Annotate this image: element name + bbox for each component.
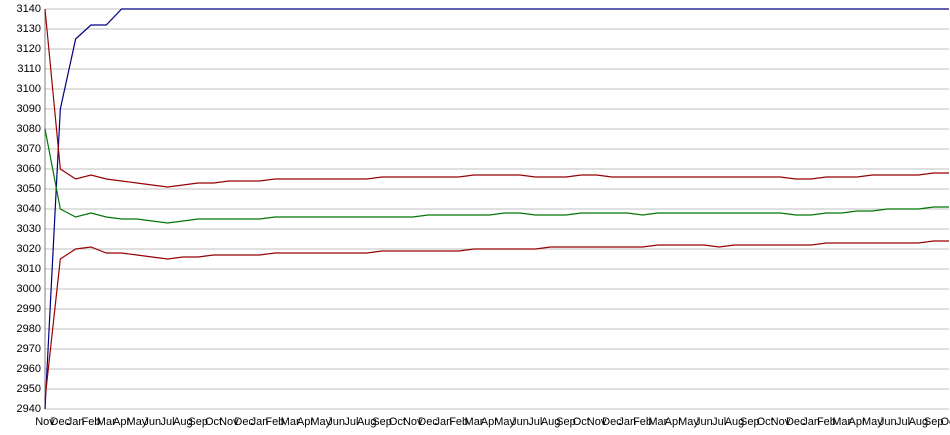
y-tick-label: 3060: [17, 163, 41, 175]
x-tick-label: Jul: [161, 416, 175, 428]
series-line: [44, 8, 949, 188]
x-tick-label: Jan: [67, 416, 85, 428]
x-tick-label: Jan: [434, 416, 452, 428]
x-tick-label: Jul: [712, 416, 726, 428]
x-tick-label: Feb: [81, 416, 100, 428]
series-line: [44, 128, 949, 224]
x-tick-label: May: [862, 416, 883, 428]
x-tick-label: Jul: [528, 416, 542, 428]
x-tick-label: Apr: [113, 416, 130, 428]
x-tick-label: Dec: [234, 416, 254, 428]
y-tick-label: 3120: [17, 43, 41, 55]
x-tick-label: Oct: [573, 416, 590, 428]
x-tick-label: Oct: [205, 416, 222, 428]
x-tick-label: Jun: [695, 416, 713, 428]
x-tick-label: Nov: [403, 416, 423, 428]
x-tick-label: Jan: [251, 416, 269, 428]
x-tick-label: Jul: [344, 416, 358, 428]
x-tick-label: Nov: [587, 416, 607, 428]
x-tick-label: Aug: [357, 416, 377, 428]
y-tick-label: 2960: [17, 363, 41, 375]
x-tick-label: Sep: [556, 416, 576, 428]
y-tick-label: 3090: [17, 103, 41, 115]
x-tick-label: Nov: [771, 416, 791, 428]
y-tick-label: 3110: [17, 63, 41, 75]
x-tick-label: Feb: [817, 416, 836, 428]
series-line: [44, 8, 949, 410]
y-tick-label: 2970: [17, 343, 41, 355]
x-tick-label: Mar: [281, 416, 300, 428]
y-tick-label: 3070: [17, 143, 41, 155]
x-tick-label: Jan: [802, 416, 820, 428]
y-tick-label: 3140: [17, 3, 41, 15]
x-tick-label: Dec: [51, 416, 71, 428]
x-tick-label: Aug: [909, 416, 929, 428]
x-tick-label: Aug: [541, 416, 561, 428]
x-tick-label: May: [678, 416, 699, 428]
x-tick-label: Oct: [940, 416, 950, 428]
x-tick-label: Sep: [740, 416, 760, 428]
x-tick-label: Jun: [143, 416, 161, 428]
y-tick-label: 3130: [17, 23, 41, 35]
x-tick-label: Jan: [618, 416, 636, 428]
x-tick-label: Aug: [173, 416, 193, 428]
x-tick-label: Mar: [465, 416, 484, 428]
y-tick-label: 2950: [17, 383, 41, 395]
x-tick-label: Sep: [924, 416, 944, 428]
x-tick-label: Dec: [602, 416, 622, 428]
series-line: [44, 240, 949, 400]
x-tick-label: Dec: [786, 416, 806, 428]
y-tick-label: 3080: [17, 123, 41, 135]
x-tick-label: Feb: [265, 416, 284, 428]
x-tick-label: Apr: [849, 416, 866, 428]
y-tick-label: 2940: [17, 403, 41, 415]
y-tick-label: 3100: [17, 83, 41, 95]
x-tick-label: Nov: [35, 416, 55, 428]
x-tick-label: May: [310, 416, 331, 428]
x-tick-label: Apr: [481, 416, 498, 428]
y-tick-label: 2990: [17, 303, 41, 315]
x-tick-label: Feb: [449, 416, 468, 428]
x-tick-label: Jun: [879, 416, 897, 428]
x-tick-label: Mar: [97, 416, 116, 428]
x-tick-label: Dec: [418, 416, 438, 428]
x-tick-label: Nov: [219, 416, 239, 428]
y-tick-label: 3040: [17, 203, 41, 215]
x-tick-label: Apr: [297, 416, 314, 428]
x-tick-label: Oct: [389, 416, 406, 428]
x-tick-label: Sep: [188, 416, 208, 428]
y-tick-label: 3050: [17, 183, 41, 195]
x-tick-label: Jun: [511, 416, 529, 428]
x-tick-label: Feb: [633, 416, 652, 428]
x-tick-label: May: [494, 416, 515, 428]
x-tick-label: Mar: [648, 416, 667, 428]
x-tick-label: Jul: [896, 416, 910, 428]
y-tick-label: 3020: [17, 243, 41, 255]
x-tick-label: May: [127, 416, 148, 428]
x-tick-label: Aug: [725, 416, 745, 428]
y-tick-label: 3010: [17, 263, 41, 275]
y-tick-label: 3000: [17, 283, 41, 295]
x-tick-label: Sep: [372, 416, 392, 428]
x-tick-label: Oct: [757, 416, 774, 428]
x-tick-label: Apr: [665, 416, 682, 428]
x-tick-label: Mar: [832, 416, 851, 428]
y-tick-label: 3030: [17, 223, 41, 235]
y-tick-label: 2980: [17, 323, 41, 335]
x-tick-label: Jun: [327, 416, 345, 428]
